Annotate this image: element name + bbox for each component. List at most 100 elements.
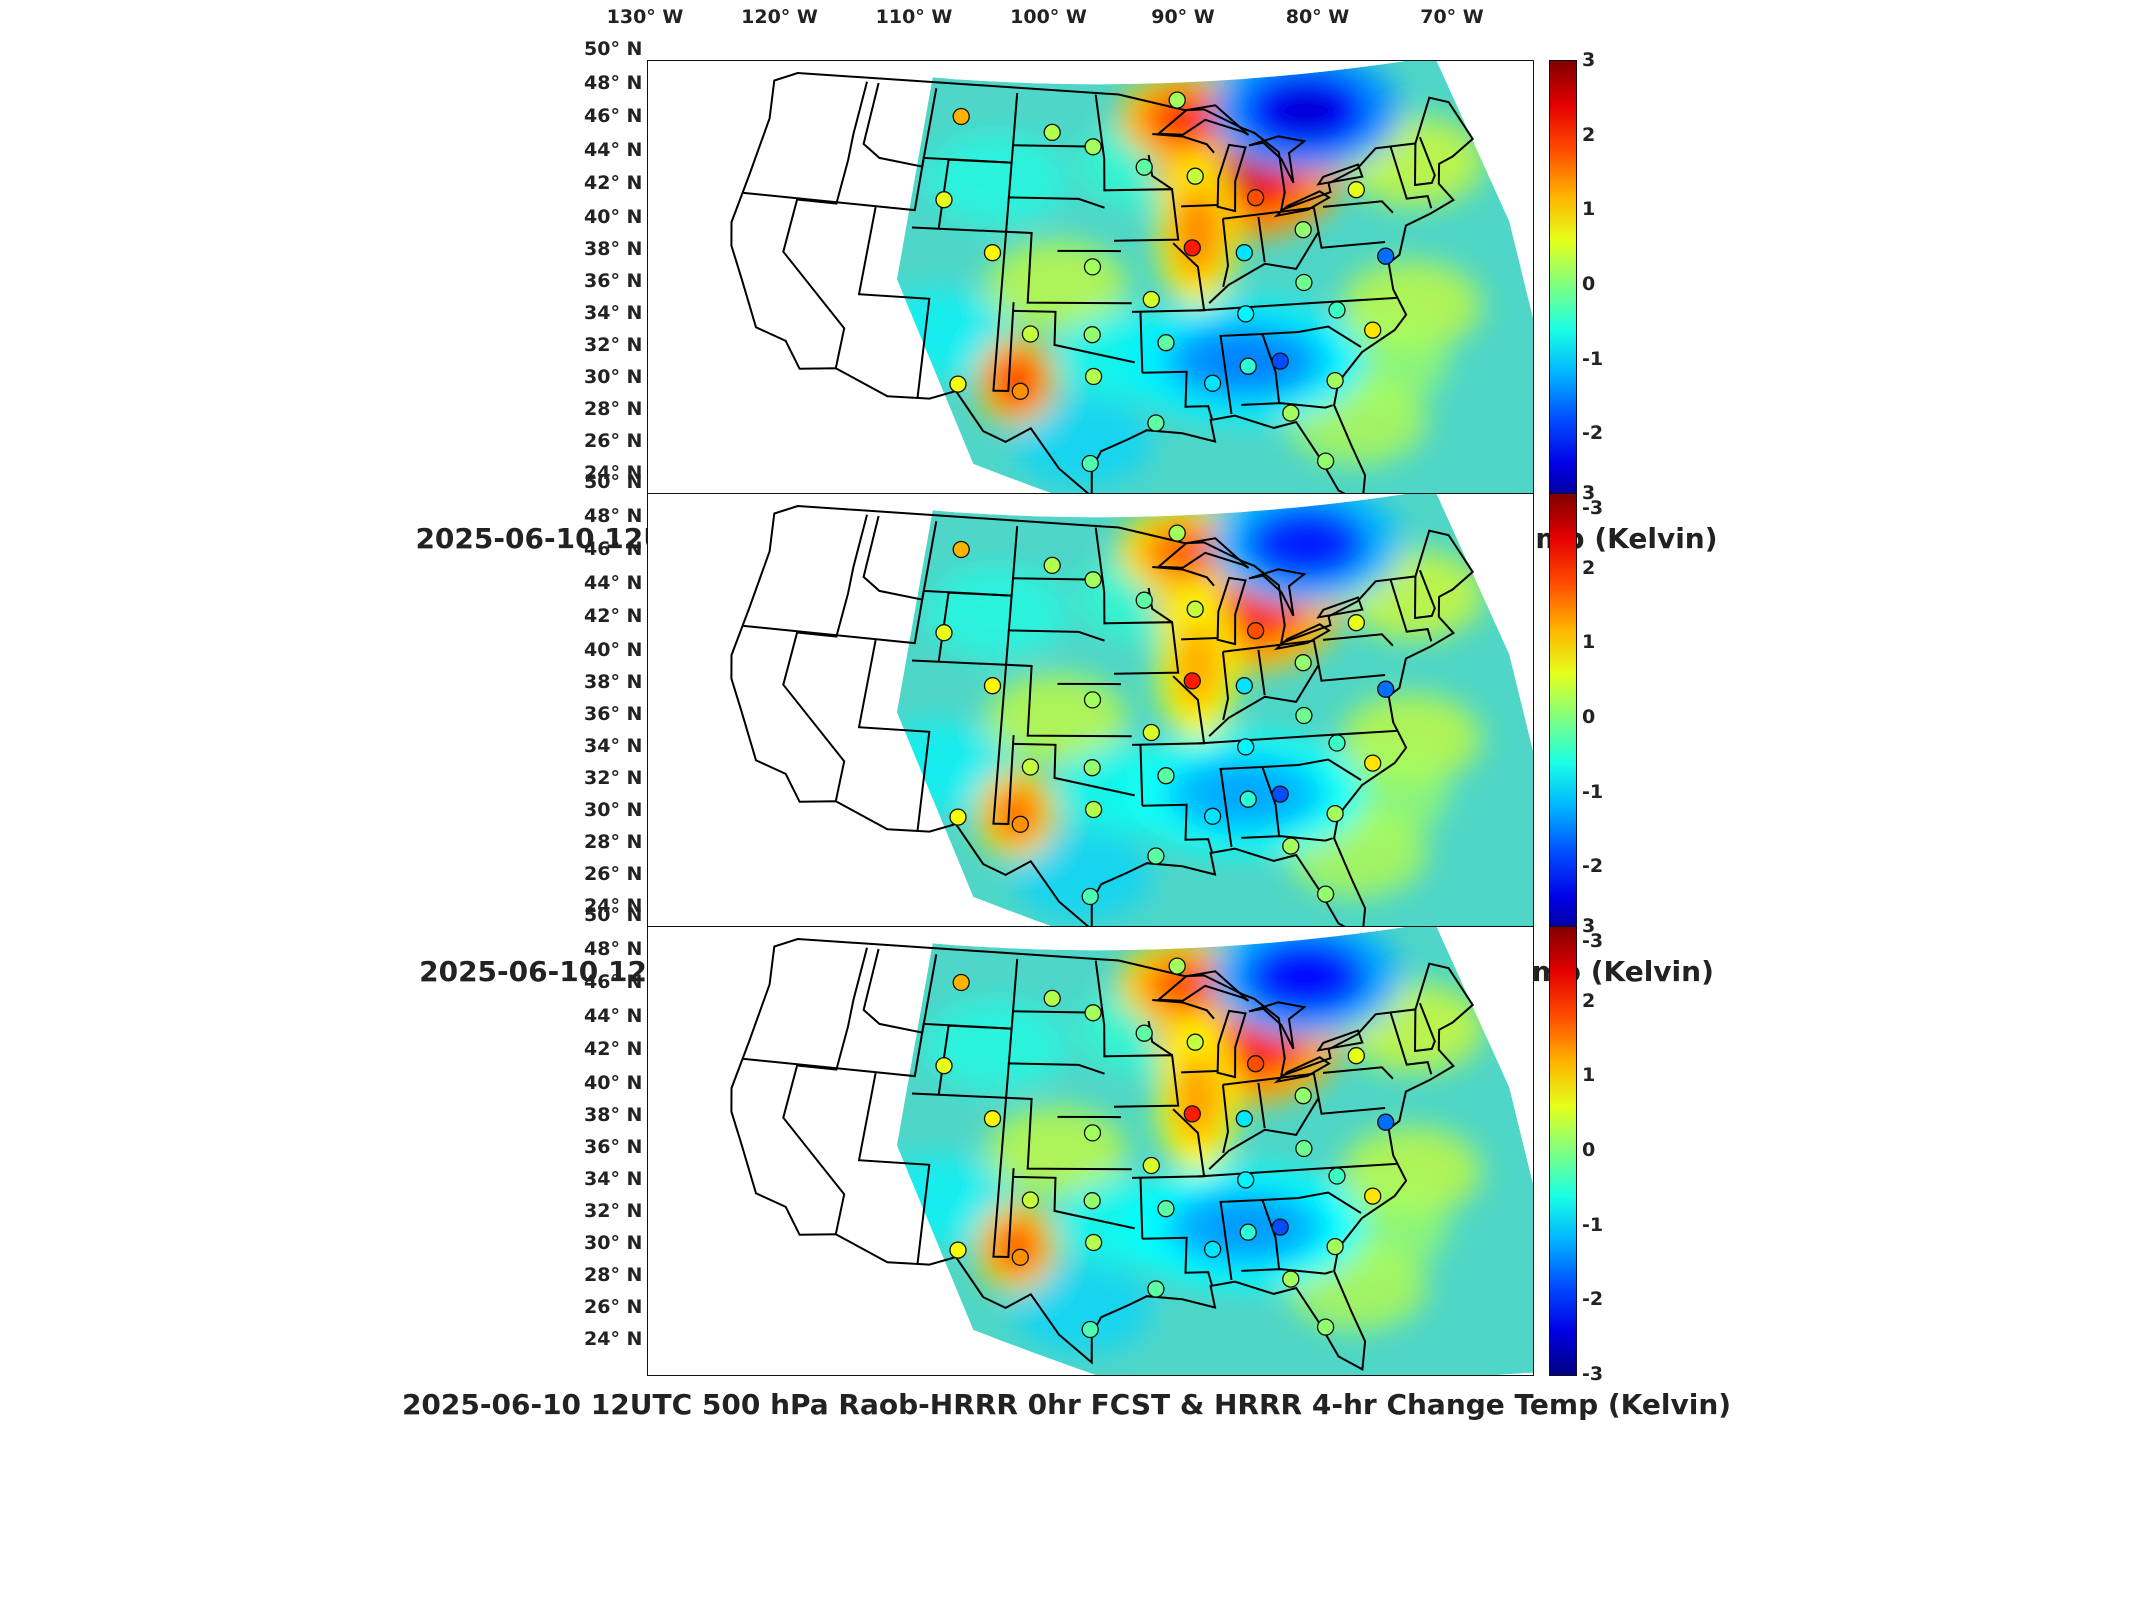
- raob-station-marker: [1043, 123, 1061, 142]
- raob-station-marker: [1043, 989, 1061, 1008]
- state-border: [1013, 309, 1135, 364]
- state-border: [1389, 579, 1433, 642]
- boundaries: [730, 937, 1475, 1372]
- state-border: [1142, 803, 1214, 854]
- raob-station-marker: [952, 540, 970, 559]
- temperature-field: [896, 927, 1533, 1375]
- latitude-label: 40° N: [584, 205, 643, 228]
- state-border: [1131, 1108, 1206, 1179]
- state-border: [1262, 758, 1362, 781]
- raob-station-marker: [1157, 1200, 1175, 1218]
- raob-station-marker: [1081, 887, 1099, 906]
- state-border: [1094, 960, 1180, 1108]
- state-border: [911, 226, 1132, 305]
- colorbar-tick-label: 1: [1582, 631, 1596, 654]
- state-border: [911, 659, 1132, 738]
- field-patch: [1012, 830, 1153, 921]
- raob-station-marker: [1084, 1004, 1102, 1022]
- field-patch: [1012, 1263, 1153, 1354]
- raob-station-marker: [952, 107, 970, 126]
- latitude-label: 26° N: [584, 1295, 643, 1318]
- coastline: [730, 937, 1475, 1372]
- anomaly-cool: [1272, 89, 1340, 132]
- latitude-label: 36° N: [584, 269, 643, 292]
- state-border: [1094, 94, 1180, 242]
- raob-station-marker: [1083, 1124, 1102, 1142]
- latitude-label: 42° N: [584, 172, 643, 194]
- latitude-label: 34° N: [584, 301, 643, 324]
- state-border: [1208, 231, 1320, 304]
- raob-station-marker: [1183, 239, 1201, 257]
- latitude-label: 44° N: [584, 1004, 643, 1027]
- colorbar-tick-label: -2: [1582, 1288, 1604, 1311]
- lake-shore: [1248, 568, 1307, 617]
- raob-station-marker: [935, 624, 953, 642]
- state-border: [992, 525, 1019, 826]
- field-patch: [926, 1000, 1067, 1091]
- state-border: [1152, 999, 1215, 1020]
- colorbar-tick-label: -1: [1582, 780, 1604, 803]
- state-border: [782, 514, 868, 802]
- anomaly-cool: [1272, 522, 1340, 565]
- raob-station-marker: [1147, 847, 1165, 865]
- state-border: [1197, 1162, 1397, 1178]
- state-border: [911, 1092, 1132, 1171]
- latitude-label: 30° N: [584, 365, 643, 388]
- state-border: [1257, 216, 1266, 263]
- temperature-change-map: [730, 61, 1533, 509]
- latitude-label: 36° N: [584, 702, 643, 725]
- raob-station-marker: [1083, 759, 1101, 777]
- latitude-label: 38° N: [584, 237, 643, 260]
- longitude-label: 120° W: [741, 6, 818, 28]
- colorbar: [1549, 493, 1577, 943]
- raob-station-marker: [1246, 189, 1265, 207]
- colorbar-tick-label: 1: [1582, 198, 1596, 221]
- state-border: [1142, 370, 1214, 421]
- latitude-label: 44° N: [584, 571, 643, 594]
- state-border: [992, 92, 1019, 393]
- raob-station-marker: [1011, 1248, 1029, 1266]
- raob-station-marker: [1347, 181, 1365, 199]
- state-border: [1241, 402, 1333, 409]
- longitude-label: 80° W: [1285, 6, 1350, 28]
- anomaly-cool: [1272, 955, 1340, 998]
- raob-station-marker: [1294, 221, 1312, 239]
- raob-station-marker: [1328, 301, 1346, 319]
- raob-station-marker: [1364, 321, 1382, 339]
- colorbar-tick-label: 3: [1582, 482, 1596, 504]
- raob-station-marker: [1295, 273, 1313, 292]
- longitude-label: 70° W: [1420, 6, 1484, 28]
- raob-station-marker: [1239, 790, 1257, 808]
- latitude-label: 32° N: [584, 333, 643, 356]
- raob-station-marker: [1043, 556, 1061, 575]
- raob-station-marker: [1142, 1156, 1160, 1175]
- raob-station-marker: [1377, 247, 1395, 265]
- colorbar-tick-label: 2: [1582, 989, 1596, 1012]
- latitude-label: 46° N: [584, 538, 643, 560]
- raob-station-marker: [1377, 1113, 1395, 1131]
- latitude-label: 48° N: [584, 71, 643, 94]
- state-border: [1131, 242, 1206, 313]
- raob-station-marker: [1186, 1033, 1204, 1051]
- raob-station-marker: [1081, 454, 1099, 473]
- raob-station-marker: [1168, 957, 1186, 975]
- state-border: [1007, 196, 1105, 209]
- raob-station-marker: [1295, 1139, 1313, 1158]
- raob-station-marker: [935, 1057, 953, 1075]
- state-border: [1142, 1236, 1214, 1287]
- longitude-label: 100° W: [1010, 6, 1087, 28]
- raob-station-marker: [1203, 374, 1222, 392]
- raob-station-marker: [1235, 677, 1253, 695]
- raob-station-marker: [1237, 305, 1255, 323]
- state-border: [1221, 218, 1230, 288]
- colorbar-tick-label: 1: [1582, 1064, 1596, 1087]
- raob-stations: [935, 957, 1395, 1339]
- state-border: [857, 640, 931, 832]
- raob-station-marker: [1183, 672, 1201, 690]
- lake-shore: [1155, 537, 1250, 569]
- raob-station-marker: [1282, 837, 1300, 855]
- latitude-label: 38° N: [584, 670, 643, 693]
- latitude-label: 48° N: [584, 937, 643, 960]
- latitude-label: 40° N: [584, 638, 643, 661]
- state-border: [1094, 527, 1180, 675]
